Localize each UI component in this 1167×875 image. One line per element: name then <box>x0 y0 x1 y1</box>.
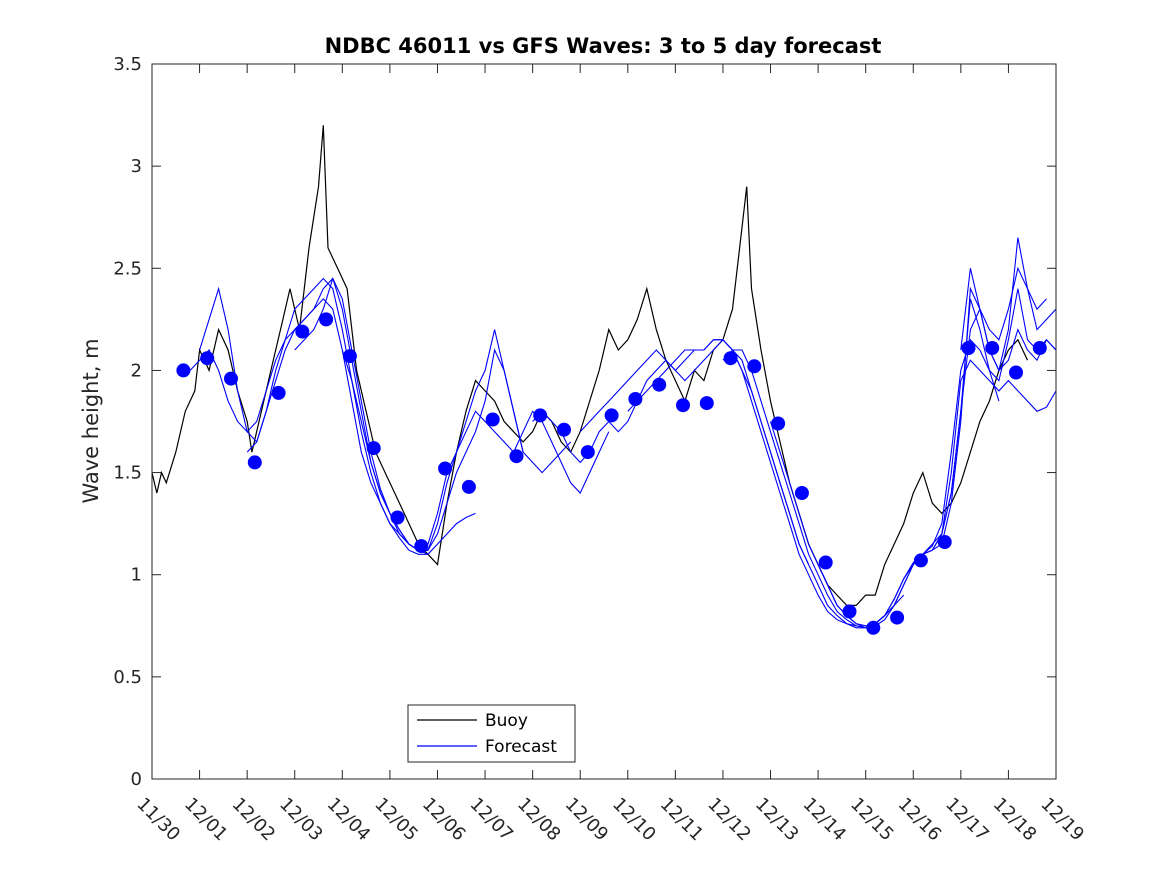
legend-forecast-label: Forecast <box>485 737 557 757</box>
forecast-point <box>271 385 286 400</box>
forecast-run-line-8 <box>627 339 905 629</box>
forecast-point <box>1009 365 1023 380</box>
forecast-point <box>438 461 453 476</box>
forecast-point <box>485 412 500 427</box>
y-tick-label: 1 <box>131 565 142 586</box>
forecast-point <box>866 620 881 635</box>
plot-area <box>151 64 1057 779</box>
forecast-point <box>771 416 786 431</box>
x-tick-label: 12/12 <box>703 794 755 846</box>
plot-background <box>152 64 1056 779</box>
y-tick-label: 0 <box>131 769 142 790</box>
forecast-point <box>794 486 809 500</box>
forecast-point <box>509 449 524 464</box>
forecast-point <box>176 363 191 378</box>
buoy-series-line <box>151 125 1029 607</box>
forecast-point <box>985 341 1000 355</box>
legend-box <box>407 704 576 763</box>
forecast-point <box>913 553 928 568</box>
chart-title: NDBC 46011 vs GFS Waves: 3 to 5 day fore… <box>325 34 882 58</box>
x-tick-label: 12/11 <box>656 794 708 846</box>
forecast-point <box>818 555 833 570</box>
y-tick-label: 3.5 <box>113 54 142 75</box>
forecast-point <box>699 396 714 411</box>
x-tick-label: 12/04 <box>323 794 375 846</box>
x-tick-label: 12/15 <box>846 794 898 846</box>
forecast-point <box>961 341 976 355</box>
x-tick-label: 12/01 <box>180 794 232 846</box>
x-tick-label: 12/16 <box>894 794 946 846</box>
x-tick-label: 12/09 <box>561 794 613 846</box>
forecast-point <box>342 349 357 364</box>
y-tick-label: 0.5 <box>113 667 142 688</box>
forecast-run-line-11 <box>817 237 1057 629</box>
y-tick-label: 2.5 <box>113 258 142 279</box>
forecast-point <box>890 610 905 625</box>
forecast-point <box>461 479 476 494</box>
forecast-run-line-2 <box>199 277 476 555</box>
x-tick-label: 12/08 <box>513 794 565 846</box>
legend: Buoy Forecast <box>407 704 576 763</box>
axes-box <box>151 63 1057 780</box>
forecast-point <box>557 422 571 437</box>
forecast-point <box>937 535 952 549</box>
x-tick-label: 12/13 <box>751 794 803 846</box>
forecast-point <box>224 371 238 386</box>
forecast-point <box>533 408 548 423</box>
forecast-point <box>652 377 667 392</box>
x-tick-label: 12/18 <box>989 794 1041 846</box>
forecast-run-line-12 <box>865 288 1057 627</box>
forecast-point <box>628 392 643 406</box>
x-tick-label: 12/05 <box>370 794 422 846</box>
forecast-point <box>747 359 762 374</box>
forecast-point <box>247 455 262 470</box>
x-tick-label: 12/10 <box>608 794 660 846</box>
forecast-point <box>604 408 619 423</box>
x-tick-label: 12/17 <box>941 794 993 846</box>
forecast-run-line-13 <box>912 359 1057 565</box>
legend-buoy-label: Buoy <box>485 711 528 731</box>
y-tick-label: 3 <box>131 156 142 177</box>
forecast-point <box>580 445 595 460</box>
forecast-point <box>842 604 857 619</box>
y-axis-label: Wave height, m <box>79 338 103 503</box>
forecast-point <box>414 539 429 554</box>
forecast-point <box>676 398 690 413</box>
forecast-point <box>723 351 738 366</box>
forecast-point <box>366 441 381 456</box>
x-tick-label: 12/07 <box>466 794 518 846</box>
forecast-point <box>200 351 215 366</box>
y-tick-label: 2 <box>131 360 142 381</box>
x-tick-label: 11/30 <box>132 794 184 846</box>
x-tick-label: 12/03 <box>275 794 327 846</box>
forecast-run-line-4 <box>294 276 572 551</box>
forecast-run-line-5 <box>341 349 610 551</box>
y-tick-label: 1.5 <box>113 463 142 484</box>
forecast-point <box>295 324 310 339</box>
x-tick-label: 12/19 <box>1036 794 1088 846</box>
forecast-point <box>390 510 405 525</box>
x-tick-label: 12/02 <box>228 794 280 846</box>
x-tick-label: 12/14 <box>799 794 851 846</box>
forecast-point <box>319 312 334 327</box>
x-tick-label: 12/06 <box>418 794 470 846</box>
forecast-point <box>1032 341 1047 355</box>
